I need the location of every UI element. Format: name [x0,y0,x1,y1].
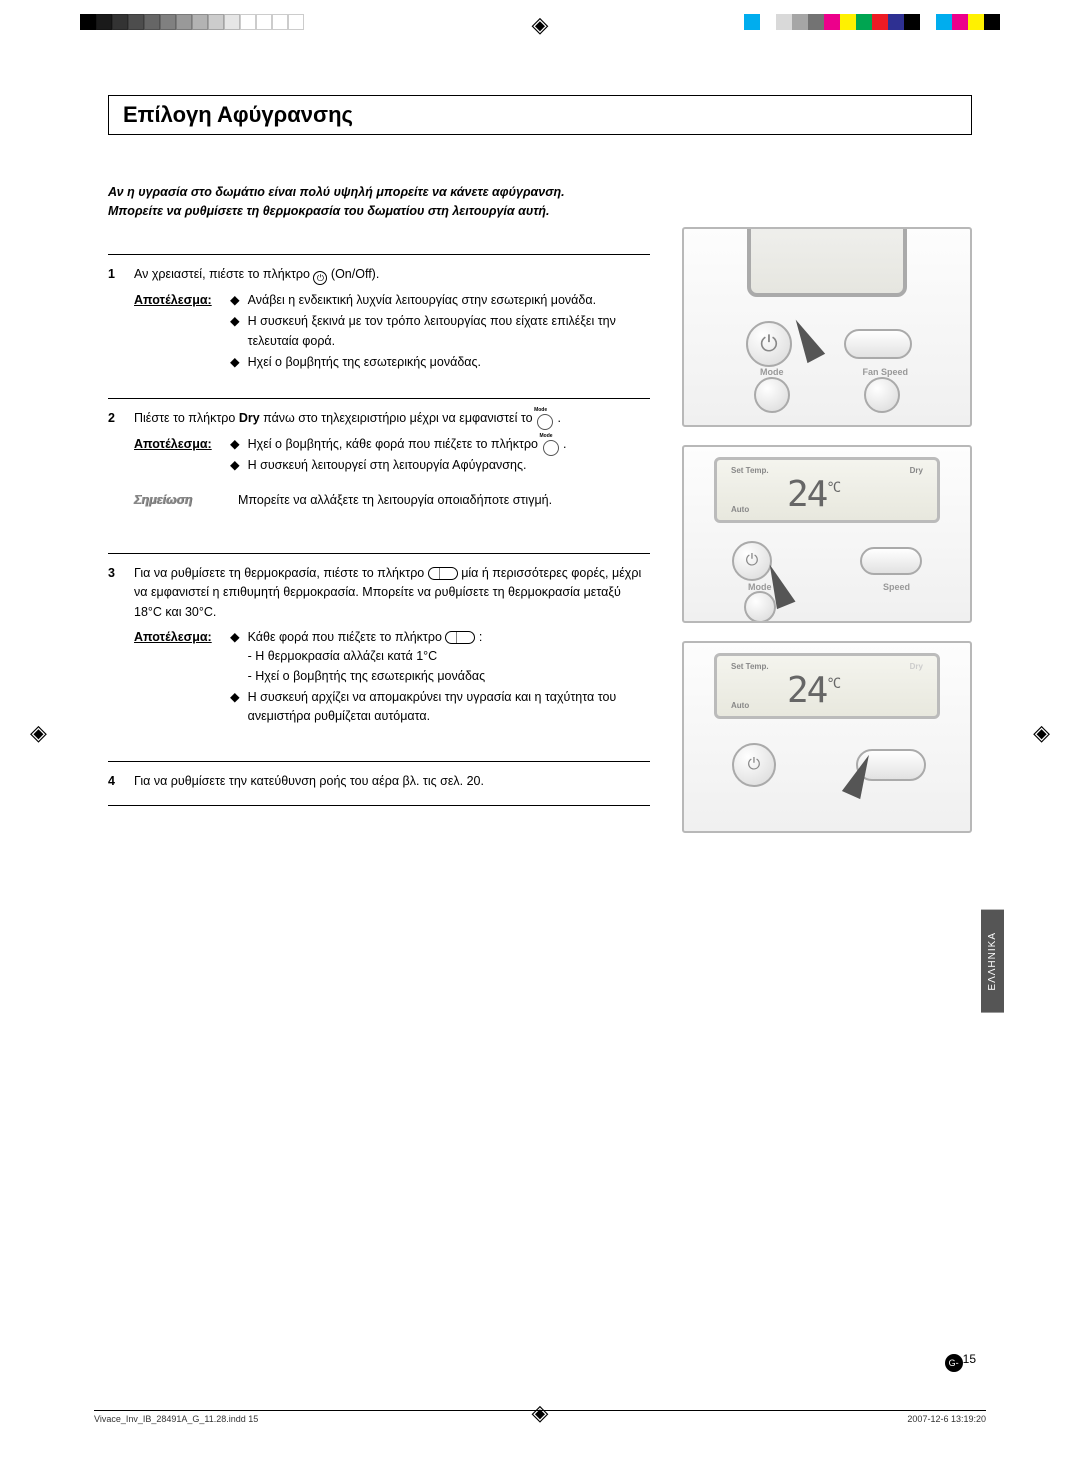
step1-results: ◆Ανάβει η ενδεικτική λυχνία λειτουργίας … [230,291,650,375]
step1-text: Αν χρειαστεί, πιέστε το πλήκτρο ⏻ (On/Of… [134,265,650,285]
registration-color-bar [744,14,1000,30]
intro-line-2: Μπορείτε να ρυθμίσετε τη θερμοκρασία του… [108,202,650,221]
intro-line-1: Αν η υγρασία στο δωμάτιο είναι πολύ υψηλ… [108,183,650,202]
intro-text: Αν η υγρασία στο δωμάτιο είναι πολύ υψηλ… [108,183,650,222]
remote-figure-2: Set Temp. Dry Auto 24°C ⏻ Mode Speed [682,445,972,623]
mode-label: Mode [760,367,784,377]
speed-label: Speed [883,582,910,592]
step3-text: Για να ρυθμίσετε τη θερμοκρασία, πιέστε … [134,564,650,622]
mode-button [754,377,790,413]
section-title-box: Επίλογη Αφύγρανσης [108,95,972,135]
page-number: G-15 [945,1352,976,1372]
temp-pill-button [844,329,912,359]
temp-display: 24°C [787,474,839,515]
auto-label: Auto [731,701,749,710]
note-row: Σημείωση Μπορείτε να αλλάξετε τη λειτουρ… [134,491,650,510]
step-number: 2 [108,409,134,511]
lcd-panel: Set Temp. Dry Auto 24°C [714,653,940,719]
result-label: Αποτέλεσμα: [134,435,220,454]
dry-label: Dry [910,466,923,475]
footer-file: Vivace_Inv_IB_28491A_G_11.28.indd 15 [94,1414,258,1424]
note-label: Σημείωση [134,491,220,510]
dry-label: Dry [910,662,923,671]
settemp-label: Set Temp. [731,466,769,475]
footer-timestamp: 2007-12-6 13:19:20 [907,1414,986,1424]
registration-grayscale-bar [80,14,304,30]
step-1: 1 Αν χρειαστεί, πιέστε το πλήκτρο ⏻ (On/… [108,254,650,399]
step3-results: ◆ Κάθε φορά που πιέζετε το πλήκτρο : - Η… [230,628,650,729]
temp-adjust-icon [445,631,475,644]
step-4: 4 Για να ρυθμίσετε την κατεύθυνση ροής τ… [108,761,650,806]
instructions-column: Αν η υγρασία στο δωμάτιο είναι πολύ υψηλ… [108,183,650,851]
mode-icon [542,435,560,453]
step-3: 3 Για να ρυθμίσετε τη θερμοκρασία, πιέστ… [108,553,650,761]
fan-speed-button [864,377,900,413]
remote-screen [747,227,907,297]
registration-mark-top: ◈ [532,12,549,38]
step-number: 1 [108,265,134,375]
auto-label: Auto [731,505,749,514]
power-icon: ⏻ [313,271,327,285]
language-tab: ΕΛΛΗΝΙΚΑ [981,910,1004,1013]
temp-pill-button [860,547,922,575]
step-number: 3 [108,564,134,729]
fan-speed-label: Fan Speed [862,367,908,377]
step2-results: ◆Ηχεί ο βομβητής, κάθε φορά που πιέζετε … [230,435,650,478]
lcd-panel: Set Temp. Dry Auto 24°C [714,457,940,523]
note-text: Μπορείτε να αλλάξετε τη λειτουργία οποια… [238,491,552,510]
registration-mark-right: ◈ [1033,720,1050,746]
temp-display: 24°C [787,670,839,711]
temp-adjust-icon [428,567,458,580]
section-title: Επίλογη Αφύγρανσης [123,102,957,128]
figures-column: ⏻ Mode Fan Speed Set Temp. Dry Auto 24°C… [682,183,972,851]
mode-icon [536,409,554,427]
page-prefix: G- [945,1354,963,1372]
power-button: ⏻ [732,743,776,787]
remote-figure-3: Set Temp. Dry Auto 24°C ⏻ [682,641,972,833]
manual-page: Επίλογη Αφύγρανσης Αν η υγρασία στο δωμά… [108,95,972,851]
remote-figure-1: ⏻ Mode Fan Speed [682,227,972,427]
step2-text: Πιέστε το πλήκτρο Dry πάνω στο τηλεχειρι… [134,409,650,428]
pointer-arrow [787,315,825,363]
registration-mark-left: ◈ [30,720,47,746]
step-2: 2 Πιέστε το πλήκτρο Dry πάνω στο τηλεχει… [108,398,650,553]
settemp-label: Set Temp. [731,662,769,671]
step-number: 4 [108,772,134,791]
step4-text: Για να ρυθμίσετε την κατεύθυνση ροής του… [134,772,650,791]
print-footer: Vivace_Inv_IB_28491A_G_11.28.indd 15 200… [94,1410,986,1424]
result-label: Αποτέλεσμα: [134,628,220,647]
power-button: ⏻ [746,321,792,367]
result-label: Αποτέλεσμα: [134,291,220,310]
